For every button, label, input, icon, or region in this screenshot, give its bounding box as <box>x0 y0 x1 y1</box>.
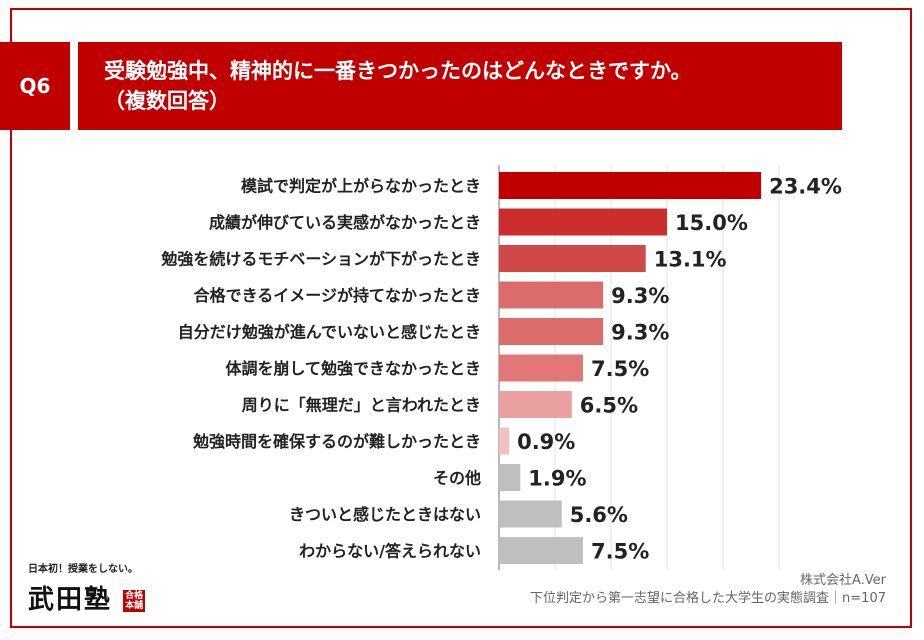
chart-title-line1: 受験勉強中、精神的に一番きつかったのはどんなときですか。 <box>104 59 692 83</box>
bar <box>499 537 583 564</box>
category-label: 成績が伸びている実感がなかったとき <box>209 213 481 232</box>
logo-badge-top: 合格 <box>125 591 144 601</box>
value-label: 1.9% <box>528 467 586 491</box>
bar <box>499 208 667 236</box>
logo-badge-bottom: 本舗 <box>125 601 144 611</box>
logo-wordmark: 武田塾 合格 本舗 <box>28 579 158 616</box>
value-label: 6.5% <box>580 394 638 418</box>
category-label: 模試で判定が上がらなかったとき <box>241 177 481 196</box>
bar <box>499 464 521 491</box>
category-label: わからない/答えられない <box>299 542 481 561</box>
logo-name: 武田塾 <box>28 585 113 615</box>
source-note: 株式会社A.Ver 下位判定から第一志望に合格した大学生の実態調査｜n=107 <box>530 572 886 608</box>
bar <box>499 281 604 309</box>
question-id-badge: Q6 <box>0 42 70 130</box>
category-label: その他 <box>433 469 481 488</box>
value-label: 7.5% <box>591 357 649 381</box>
bar <box>499 172 762 199</box>
category-label: 勉強を続けるモチベーションが下がったとき <box>160 250 481 269</box>
category-label: きついと感じたときはない <box>289 505 481 524</box>
category-label: 勉強時間を確保するのが難しかったとき <box>192 432 481 451</box>
bar <box>499 427 510 455</box>
logo-badge: 合格 本舗 <box>123 590 146 612</box>
value-label: 7.5% <box>591 540 649 564</box>
question-id: Q6 <box>19 74 51 98</box>
value-label: 13.1% <box>654 248 727 272</box>
value-label: 0.9% <box>517 430 575 454</box>
bar <box>499 245 646 272</box>
category-label: 体調を崩して勉強できなかったとき <box>225 359 481 378</box>
outer-frame <box>10 8 912 628</box>
bar <box>499 391 572 418</box>
bar <box>499 318 604 345</box>
value-label: 9.3% <box>611 321 669 345</box>
logo: 日本初！授業をしない。 武田塾 合格 本舗 <box>28 560 158 618</box>
value-label: 23.4% <box>769 175 842 199</box>
value-label: 5.6% <box>570 503 628 527</box>
bar <box>499 500 562 528</box>
chart-title-line2: （複数回答） <box>104 89 230 113</box>
title-banner: 受験勉強中、精神的に一番きつかったのはどんなときですか。 （複数回答） <box>78 42 842 130</box>
category-label: 合格できるイメージが持てなかったとき <box>194 286 481 305</box>
category-label: 周りに「無理だ」と言われたとき <box>242 396 481 415</box>
logo-tagline: 日本初！授業をしない。 <box>28 564 138 575</box>
category-label: 自分だけ勉強が進んでいないと感じたとき <box>178 323 481 342</box>
survey-description: 下位判定から第一志望に合格した大学生の実態調査｜n=107 <box>530 591 886 606</box>
value-label: 15.0% <box>675 211 748 235</box>
company-name: 株式会社A.Ver <box>799 573 886 588</box>
value-label: 9.3% <box>611 284 669 308</box>
bar <box>499 354 583 382</box>
